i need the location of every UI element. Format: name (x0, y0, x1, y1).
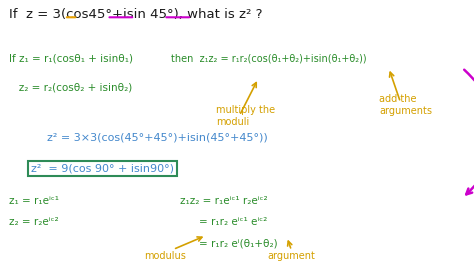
Text: = r₁r₂ eⁱᶜ¹ eⁱᶜ²: = r₁r₂ eⁱᶜ¹ eⁱᶜ² (199, 217, 267, 227)
Text: If z₁ = r₁(cosθ₁ + isinθ₁): If z₁ = r₁(cosθ₁ + isinθ₁) (9, 53, 134, 63)
Text: z₂ = r₂(cosθ₂ + isinθ₂): z₂ = r₂(cosθ₂ + isinθ₂) (9, 82, 133, 93)
FancyArrowPatch shape (464, 70, 474, 194)
Text: z² = 3×3(cos(45°+45°)+isin(45°+45°)): z² = 3×3(cos(45°+45°)+isin(45°+45°)) (47, 133, 268, 143)
Text: z₂ = r₂eⁱᶜ²: z₂ = r₂eⁱᶜ² (9, 217, 59, 227)
Text: z²  = 9(cos 90° + isin90°): z² = 9(cos 90° + isin90°) (31, 164, 174, 174)
Text: z₁z₂ = r₁eⁱᶜ¹ r₂eⁱᶜ²: z₁z₂ = r₁eⁱᶜ¹ r₂eⁱᶜ² (180, 196, 268, 206)
Text: z₁ = r₁eⁱᶜ¹: z₁ = r₁eⁱᶜ¹ (9, 196, 59, 206)
Text: modulus: modulus (145, 251, 186, 261)
Text: argument: argument (268, 251, 316, 261)
Text: If  z = 3(cos45°+isin 45°), what is z² ?: If z = 3(cos45°+isin 45°), what is z² ? (9, 8, 263, 21)
Text: = r₁r₂ eⁱ(θ₁+θ₂): = r₁r₂ eⁱ(θ₁+θ₂) (199, 238, 278, 248)
Text: then  z₁z₂ = r₁r₂(cos(θ₁+θ₂)+isin(θ₁+θ₂)): then z₁z₂ = r₁r₂(cos(θ₁+θ₂)+isin(θ₁+θ₂)) (171, 53, 366, 63)
Text: multiply the
moduli: multiply the moduli (216, 105, 275, 127)
Text: add the
arguments: add the arguments (379, 94, 432, 116)
